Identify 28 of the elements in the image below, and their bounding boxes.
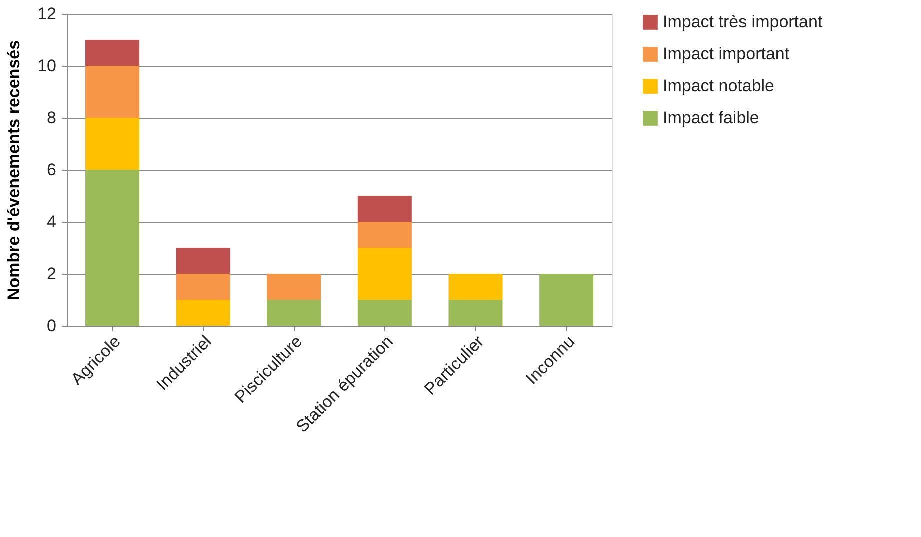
bar [358, 300, 412, 326]
legend-label: Impact important [663, 44, 790, 64]
bar [176, 274, 230, 300]
legend-label: Impact faible [663, 108, 760, 128]
bar [358, 248, 412, 300]
y-tick-label: 8 [47, 108, 56, 128]
bar [267, 274, 322, 300]
bar [448, 274, 503, 300]
bar [85, 170, 140, 326]
y-tick-label: 0 [47, 316, 56, 336]
y-tick-label: 4 [47, 212, 56, 232]
legend-label: Impact notable [663, 76, 775, 96]
bar [358, 222, 412, 248]
bar [176, 248, 230, 274]
bar [540, 274, 594, 326]
y-tick-label: 12 [38, 4, 56, 24]
bar [267, 300, 322, 326]
legend-label: Impact très important [663, 12, 823, 32]
y-tick-label: 2 [47, 264, 56, 284]
y-tick-label: 10 [38, 56, 56, 76]
bar [85, 66, 140, 118]
bar [85, 118, 140, 170]
bar [176, 300, 230, 326]
bar [358, 196, 412, 222]
bar [85, 40, 140, 66]
bar [448, 300, 503, 326]
y-axis-title: Nombre d'évenements recensés [4, 40, 24, 301]
y-tick-label: 6 [47, 160, 56, 180]
